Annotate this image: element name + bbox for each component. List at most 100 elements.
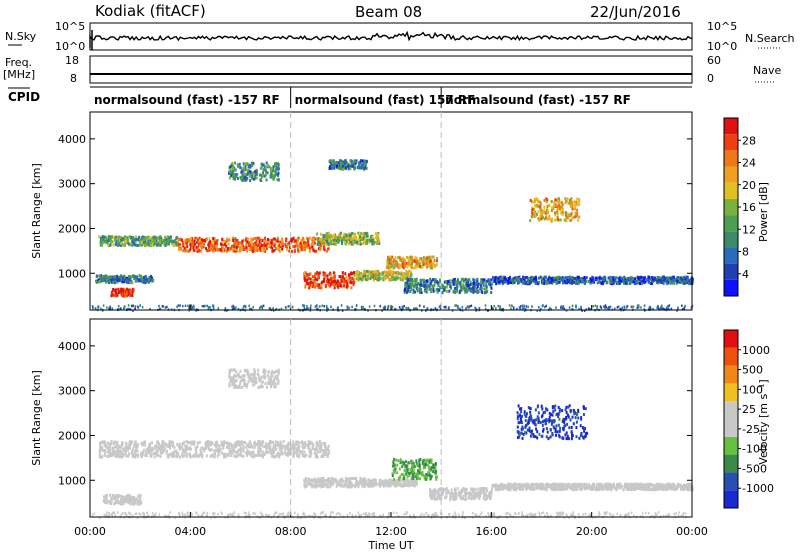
heat-cell [391,255,393,259]
heat-cell [143,449,146,452]
heat-cell [351,240,354,244]
heat-noise-cell [428,514,430,518]
heat-cell [437,284,440,287]
heat-cell [184,447,187,451]
heat-noise-cell [643,304,646,307]
heat-cell [118,276,121,280]
heat-cell [299,441,302,445]
heat-cell [212,237,215,240]
heat-noise-cell [583,309,586,312]
heat-cell [131,281,134,285]
heat-cell [286,248,288,252]
freq-unit: [MHz] [3,68,35,81]
heat-cell [481,279,484,283]
heat-cell [143,240,146,244]
heat-noise-cell [684,304,686,308]
heat-noise-cell [381,309,383,312]
heat-cell [667,276,670,280]
heat-cell [114,288,117,292]
heat-cell [175,449,178,453]
heat-cell [114,294,117,297]
heat-cell [345,233,348,237]
heat-noise-cell [521,307,524,310]
heat-cell [576,275,579,279]
heat-cell [604,278,607,282]
heat-cell [337,283,340,287]
heat-noise-cell [395,511,398,515]
heat-cell [637,279,640,283]
heat-cell [366,278,369,282]
heat-cell [247,442,250,446]
heat-cell [244,178,247,182]
heat-noise-cell [314,514,317,517]
heat-cell [669,281,672,285]
heat-cell [243,172,246,176]
heat-cell [433,278,436,282]
heat-cell [359,273,362,277]
heat-cell [162,241,165,245]
heat-cell [214,241,217,245]
heat-cell [568,278,571,282]
heat-cell [251,176,253,180]
heat-cell [242,169,245,173]
heat-cell [188,446,191,450]
heat-cell [122,289,125,293]
heat-cell [323,444,326,448]
heat-cell [230,171,233,175]
heat-cell [323,279,325,283]
heat-cell [258,173,261,177]
heat-noise-cell [191,307,193,310]
heat-noise-cell [91,305,94,308]
heat-cell [334,240,336,244]
heat-noise-cell [414,307,417,310]
heat-noise-cell [454,511,456,514]
heat-noise-cell [493,304,496,308]
heat-cell [345,240,348,244]
heat-cell [423,289,426,293]
heat-cell [172,444,175,448]
heat-cell [325,232,328,236]
heat-cell [526,276,529,280]
heat-noise-cell [259,305,262,309]
heat-cell [115,240,118,244]
heat-cell [671,275,674,279]
heat-noise-cell [391,305,394,309]
heat-cell [343,162,346,166]
heat-cell [270,239,273,243]
heat-cell [448,289,451,293]
heat-cell [449,282,452,286]
heat-cell [236,177,239,180]
heat-cell [265,247,268,250]
heat-cell [167,242,170,246]
heat-cell [132,236,135,239]
heat-cell [570,204,573,208]
heat-noise-cell [221,512,223,515]
heat-cell [137,494,140,498]
heat-noise-cell [152,515,155,518]
heat-noise-cell [604,304,607,307]
heat-noise-cell [120,307,122,310]
heat-noise-cell [186,514,189,517]
heat-cell [317,238,320,242]
heat-cell [577,218,580,222]
heat-cell [371,235,374,239]
heat-cell [353,167,356,171]
heat-cell [332,159,335,163]
heat-noise-cell [641,512,644,515]
heat-cell [492,279,495,283]
heat-cell [175,241,178,245]
heat-cell [132,274,135,278]
heat-cell [532,213,535,217]
heat-noise-cell [478,515,480,518]
heat-cell [500,279,503,283]
heat-cell [551,281,554,285]
cpid-segment-label: normalsound (fast) 157 RF [295,93,476,107]
heat-cell [472,278,475,282]
heat-cell [171,242,174,246]
heat-cell [616,282,619,286]
heat-cell [308,286,311,290]
heat-cell [184,239,187,242]
cpid-row: normalsound (fast) -157 RF normalsound (f… [94,87,631,108]
heat-cell [180,238,183,242]
heat-cell [351,277,354,281]
